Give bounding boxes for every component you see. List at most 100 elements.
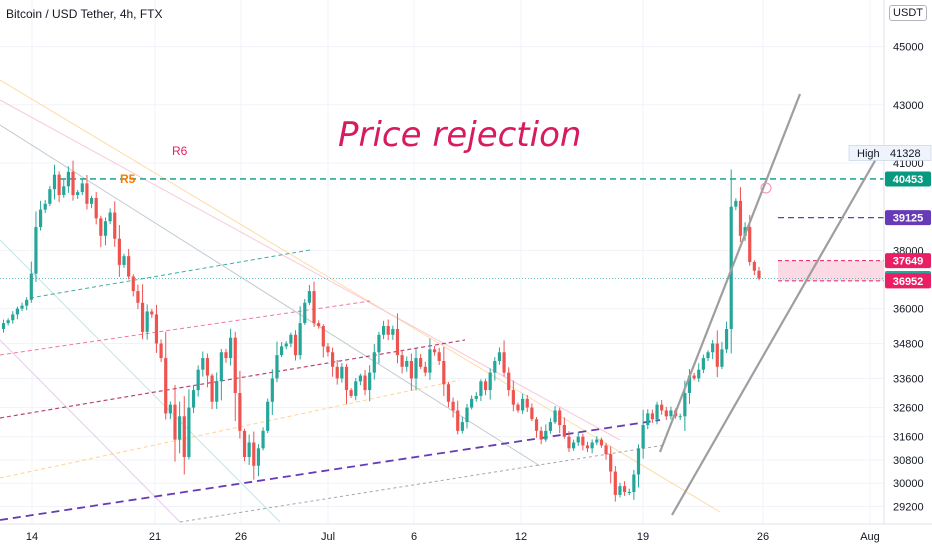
price-badge-bg [885,253,931,269]
candle-body [122,256,126,265]
candle-body [697,369,701,379]
candle-body [89,197,94,204]
pitchfork-line [0,124,541,467]
candle-body [683,393,687,417]
candle-body [312,291,316,324]
candle-body [419,358,423,367]
candle-body [664,410,668,417]
candle-body [497,352,502,361]
candle-body [720,349,724,367]
candle-body [145,311,149,332]
candle-body [29,273,33,300]
candle-body [205,358,210,376]
currency-button[interactable]: USDT [889,5,927,21]
pivot-label-r6: R6 [172,144,188,158]
price-tick-label: 32600 [893,403,924,415]
candles-series [1,160,761,502]
candle-body [636,448,641,475]
time-tick-label: Jul [321,531,335,543]
candle-body [553,410,557,423]
candle-body [330,352,335,367]
candle-body [284,343,288,347]
candle-body [127,256,131,277]
price-badge: 37649 [885,253,931,269]
candle-body [99,218,103,236]
price-tick-label: 34800 [893,339,924,351]
candle-body [483,381,488,391]
candle-body [734,200,738,207]
candle-body [530,407,534,420]
candle-body [409,360,413,379]
candle-body [692,375,696,379]
candle-body [678,416,682,418]
candle-body [210,375,214,402]
price-tick-label: 31600 [893,432,924,444]
candle-body [196,369,200,391]
candle-body [632,474,636,492]
candle-body [567,436,571,449]
candle-body [757,270,761,279]
candle-body [377,334,381,353]
candle-body [15,308,20,315]
pitchfork-line [0,99,621,441]
candle-body [706,352,710,359]
price-badge-bg [885,273,931,289]
candle-body [405,360,409,367]
candle-body [590,442,594,449]
candle-body [20,305,24,309]
pitchfork-line [0,339,181,523]
candle-body [516,404,520,411]
time-tick-label: 26 [757,531,769,543]
candle-body [622,486,627,492]
candle-body [191,390,196,408]
candle-body [38,209,43,228]
pivot-label-r5: R5 [120,172,136,186]
price-tick-label: 30800 [893,455,924,467]
candle-body [219,352,223,382]
candle-body [238,393,242,431]
price-tick-label: 36000 [893,304,924,316]
candle-body [442,360,446,385]
candle-body [252,442,256,466]
candle-body [358,375,362,382]
candle-body [456,410,460,431]
candle-body [48,189,52,204]
candle-body [701,358,705,370]
candle-body [131,276,135,292]
candle-body [303,302,307,324]
time-tick-label: 21 [149,531,161,543]
candle-body [275,355,279,379]
candle-body [581,436,585,446]
candle-body [187,407,191,458]
candle-body [627,491,631,493]
candle-body [159,343,163,359]
candle-body [113,212,117,239]
candle-body [432,349,437,353]
candle-body [507,372,511,391]
candle-body [43,203,47,210]
candle-body [229,337,233,359]
candle-body [465,407,469,423]
annotation-text: Price rejection [338,115,581,155]
candle-body [395,328,400,356]
candle-body [103,221,108,236]
candle-body [599,439,604,446]
candle-body [154,314,159,344]
candle-body [479,381,483,396]
candle-body [349,390,353,396]
candle-body [493,360,497,373]
candle-body [25,299,29,306]
candle-body [400,355,404,367]
candle-body [511,390,515,405]
candle-body [233,337,237,393]
candle-body [558,410,562,426]
candle-body [164,358,168,414]
candle-body [752,262,756,271]
candle-body [266,401,270,431]
marker-circle [760,182,772,194]
price-tick-label: 45000 [893,42,924,54]
candle-body [655,404,659,420]
candle-body [548,422,553,431]
